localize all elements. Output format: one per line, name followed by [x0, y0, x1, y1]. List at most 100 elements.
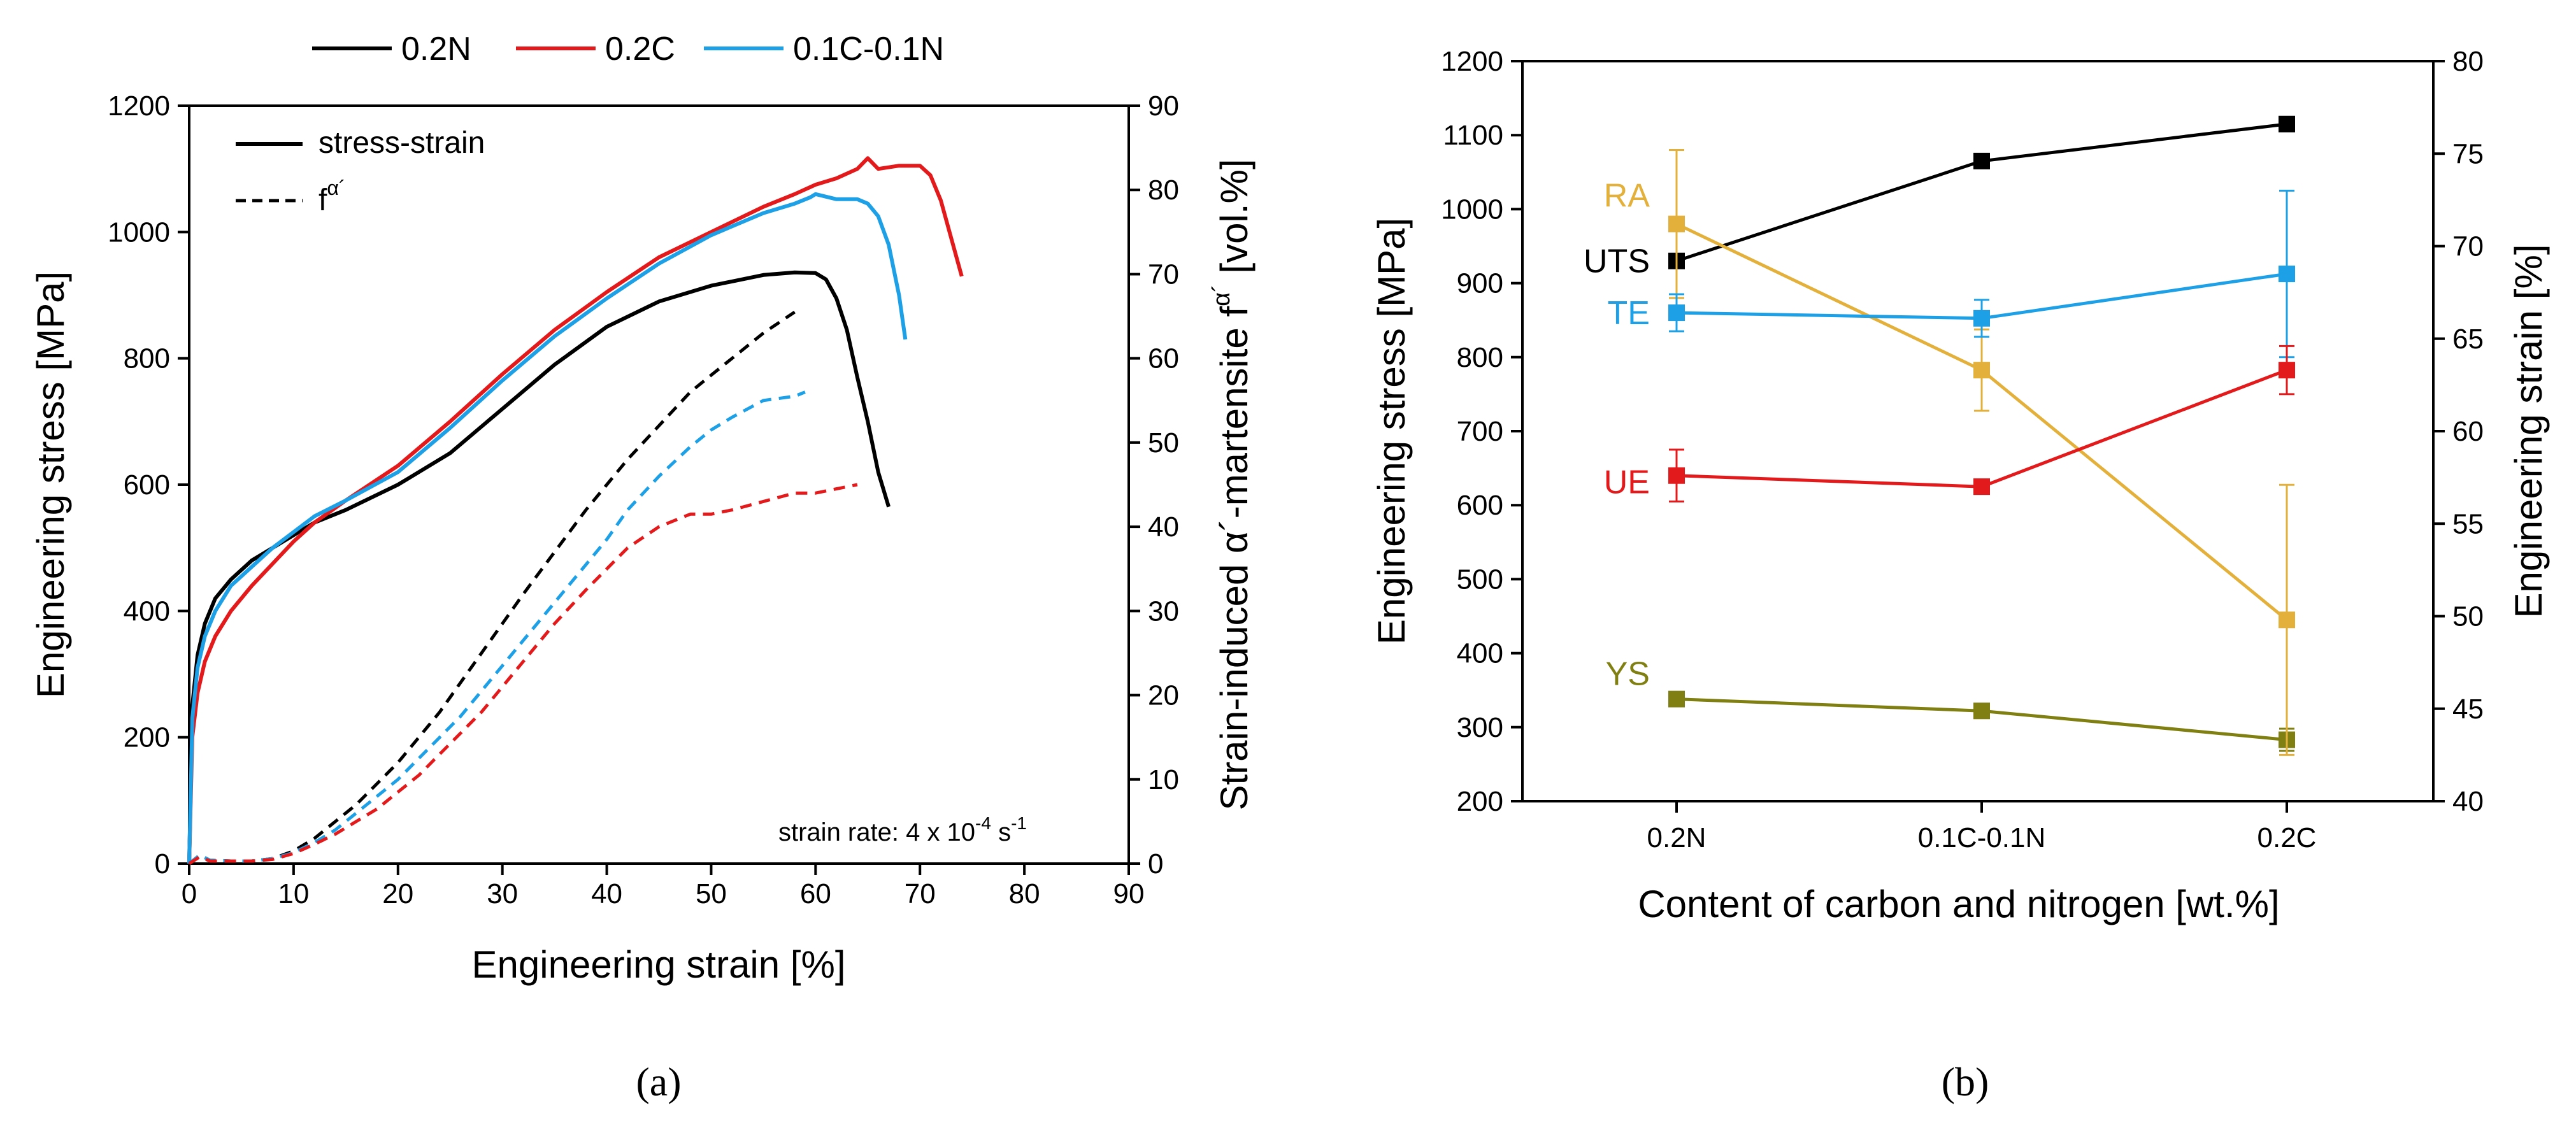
x-tick-label: 40 [591, 878, 622, 909]
y-tick-label: 1200 [108, 90, 170, 122]
panel-a: 0.2N 0.2C 0.1C-0.1N 0 10 20 30 40 50 60 70 80 90020… [29, 31, 1256, 1104]
y2-tick-label: 80 [2452, 46, 2484, 77]
strain-rate-annotation: strain rate: 4 x 10-4 s-1 [778, 813, 1027, 846]
y-tick-label: 0 [155, 848, 170, 880]
series-label-te: TE [1608, 295, 1650, 332]
y-tick-label: 900 [1457, 268, 1503, 299]
y2-tick-label: 0 [1148, 848, 1163, 880]
legend-label-2: 0.1C-0.1N [793, 31, 944, 68]
series-label-uts: UTS [1584, 243, 1650, 280]
y-tick-label: 300 [1457, 712, 1503, 743]
y-tick-label: 600 [124, 469, 170, 501]
plot-frame-b [1521, 60, 2435, 802]
marker-te [2279, 266, 2295, 283]
stress-curve-01c-01n [187, 192, 908, 864]
y2-tick-label: 55 [2452, 508, 2484, 539]
marker-uts [1973, 152, 1990, 169]
x-tick-label: 50 [696, 878, 727, 909]
series-label-ys: YS [1606, 656, 1650, 693]
marker-te [1973, 310, 1990, 327]
martensite-curve-02n [188, 310, 796, 865]
legend-label-1: 0.2C [605, 31, 675, 68]
marker-uts [2279, 115, 2295, 132]
y-tick-label: 600 [1457, 490, 1503, 521]
series-label-ue: UE [1604, 464, 1650, 501]
x-tick-label: 0.2C [2258, 822, 2317, 853]
y2-tick-label: 60 [2452, 416, 2484, 447]
x-tick-label: 20 [382, 878, 413, 909]
legend-top: 0.2N 0.2C 0.1C-0.1N [312, 31, 944, 68]
x-tick-label: 0.1C-0.1N [1918, 822, 2046, 853]
marker-ue [2279, 362, 2295, 379]
ticks-a: 0 10 20 30 40 50 60 70 80 90020040060080010001200… [108, 90, 1179, 909]
y2-tick-label: 70 [2452, 231, 2484, 262]
y2-tick-label: 90 [1148, 90, 1179, 122]
panel-b: 0.2N 0.1C-0.1N 0.2C 200 300 400 500 600 700 800 90… [1370, 46, 2550, 1104]
x-tick-label: 0 [182, 878, 197, 909]
x-axis-label-b: Content of carbon and nitrogen [wt.%] [1638, 883, 2279, 925]
series-label-ra: RA [1604, 178, 1650, 215]
legend-stress-strain: stress-strain [318, 126, 485, 160]
y-tick-label: 200 [124, 722, 170, 753]
y2-tick-label: 65 [2452, 324, 2484, 355]
legend-inner: stress-strain fα´ [236, 126, 485, 217]
y-tick-label: 1200 [1441, 46, 1503, 77]
y-tick-label: 800 [1457, 342, 1503, 373]
x-tick-label: 90 [1113, 878, 1145, 909]
series-line-ra [1675, 222, 2288, 622]
series-labels-b: UTS YS RA TE UE [1584, 178, 1650, 693]
y-axis-label-a: Engineering stress [MPa] [29, 271, 72, 698]
legend-fraction: fα´ [318, 176, 346, 217]
y-tick-label: 500 [1457, 564, 1503, 595]
y-tick-label: 1100 [1443, 120, 1503, 151]
y2-tick-label: 80 [1148, 175, 1179, 206]
x-tick-label: 10 [278, 878, 309, 909]
x-axis-label-a: Engineering strain [%] [472, 943, 846, 986]
y2-tick-label: 10 [1148, 764, 1179, 795]
plot-frame-a [188, 104, 1130, 865]
y-axis-label-b: Engineering stress [MPa] [1370, 218, 1413, 645]
y2-axis-label-a: Strain-induced α´-martensite fα´ [vol.%] [1208, 159, 1256, 810]
marker-ra [1973, 362, 1990, 379]
y2-tick-label: 30 [1148, 595, 1179, 627]
y2-tick-label: 45 [2452, 694, 2484, 725]
y-tick-label: 800 [124, 343, 170, 374]
y-tick-label: 1000 [108, 217, 170, 248]
marker-te [1668, 304, 1685, 322]
y2-axis-label-b: Engineering strain [%] [2507, 245, 2550, 618]
stress-curve-02c [187, 156, 964, 864]
y2-tick-label: 50 [1148, 427, 1179, 459]
y2-tick-label: 75 [2452, 138, 2484, 169]
series-line-uts [1676, 122, 2287, 263]
x-tick-label: 70 [905, 878, 936, 909]
marker-ue [1668, 467, 1685, 484]
x-tick-label: 60 [800, 878, 831, 909]
y-tick-label: 700 [1457, 416, 1503, 447]
series-b [1668, 115, 2295, 756]
y-tick-label: 400 [1457, 638, 1503, 669]
y2-tick-label: 40 [2452, 786, 2484, 817]
marker-ue [1973, 478, 1990, 495]
x-tick-label: 30 [487, 878, 518, 909]
y-tick-label: 1000 [1441, 194, 1503, 225]
marker-ra [2279, 611, 2295, 629]
y-tick-label: 200 [1457, 786, 1503, 817]
y-tick-label: 400 [124, 595, 170, 627]
stress-curve-02n [187, 270, 891, 864]
martensite-curve-02c [188, 483, 858, 866]
marker-ra [1668, 215, 1685, 232]
x-tick-label: 0.2N [1647, 822, 1707, 853]
y2-tick-label: 60 [1148, 343, 1179, 374]
y2-tick-label: 20 [1148, 680, 1179, 711]
legend-label-0: 0.2N [401, 31, 471, 68]
x-tick-label: 80 [1009, 878, 1040, 909]
panel-label-a: (a) [636, 1059, 681, 1104]
y2-tick-label: 50 [2452, 601, 2484, 632]
series-a [187, 156, 964, 866]
y2-tick-label: 70 [1148, 259, 1179, 290]
panel-label-b: (b) [1942, 1059, 1989, 1104]
marker-ys [1973, 702, 1990, 720]
marker-ys [1668, 690, 1685, 708]
y2-tick-label: 40 [1148, 511, 1179, 543]
